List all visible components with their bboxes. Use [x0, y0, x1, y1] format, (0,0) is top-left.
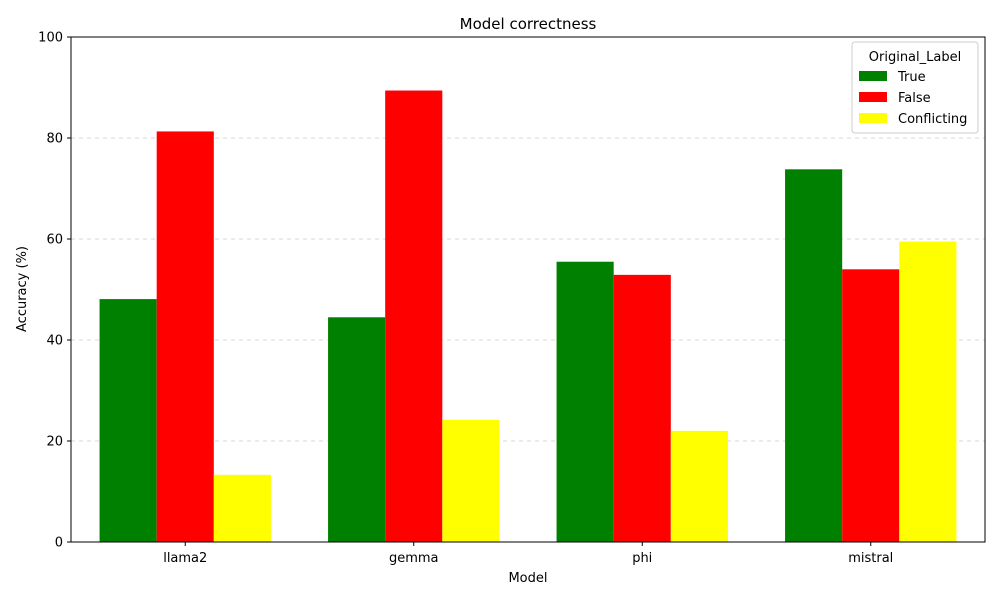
y-tick-label: 60	[46, 233, 63, 248]
legend-title: Original_Label	[869, 50, 961, 65]
bar-true-gemma	[328, 317, 386, 542]
y-tick-label: 80	[46, 132, 63, 147]
y-tick-label: 20	[46, 435, 63, 450]
bar-false-mistral	[842, 269, 900, 542]
bar-true-mistral	[785, 169, 843, 542]
bar-true-phi	[556, 261, 614, 542]
legend-frame	[851, 41, 979, 134]
legend-label-conflicting: Conflicting	[898, 112, 967, 127]
bar-false-phi	[613, 274, 671, 542]
y-axis-ticks: 0 20 40 60 80 100	[38, 31, 71, 551]
bars	[99, 90, 957, 542]
axes	[70, 36, 986, 543]
x-axis-label: Model	[508, 571, 547, 586]
x-tick-label-phi: phi	[632, 551, 652, 566]
bar-conflicting-llama2	[213, 474, 271, 542]
legend-swatch-true	[859, 71, 887, 81]
x-axis-ticks: llama2 gemma phi mistral	[163, 542, 893, 566]
legend-swatch-false	[859, 92, 887, 102]
chart-title: Model correctness	[460, 15, 597, 33]
bar-false-llama2	[156, 131, 214, 542]
bar-conflicting-gemma	[442, 419, 500, 542]
bar-true-llama2	[99, 299, 157, 542]
bar-conflicting-mistral	[899, 241, 957, 542]
bar-conflicting-phi	[670, 430, 728, 542]
y-tick-label: 0	[55, 536, 63, 551]
y-tick-label: 40	[46, 334, 63, 349]
bar-false-gemma	[385, 90, 443, 542]
y-axis-label: Accuracy (%)	[15, 246, 30, 332]
legend-label-false: False	[898, 91, 931, 106]
x-tick-label-gemma: gemma	[389, 551, 439, 566]
x-tick-label-llama2: llama2	[163, 551, 207, 566]
legend-label-true: True	[897, 70, 926, 85]
y-tick-label: 100	[38, 31, 63, 46]
x-tick-label-mistral: mistral	[848, 551, 893, 566]
plot-frame	[70, 36, 986, 543]
legend: Original_Label True False Conflicting	[851, 41, 979, 134]
legend-swatch-conflicting	[859, 113, 887, 123]
